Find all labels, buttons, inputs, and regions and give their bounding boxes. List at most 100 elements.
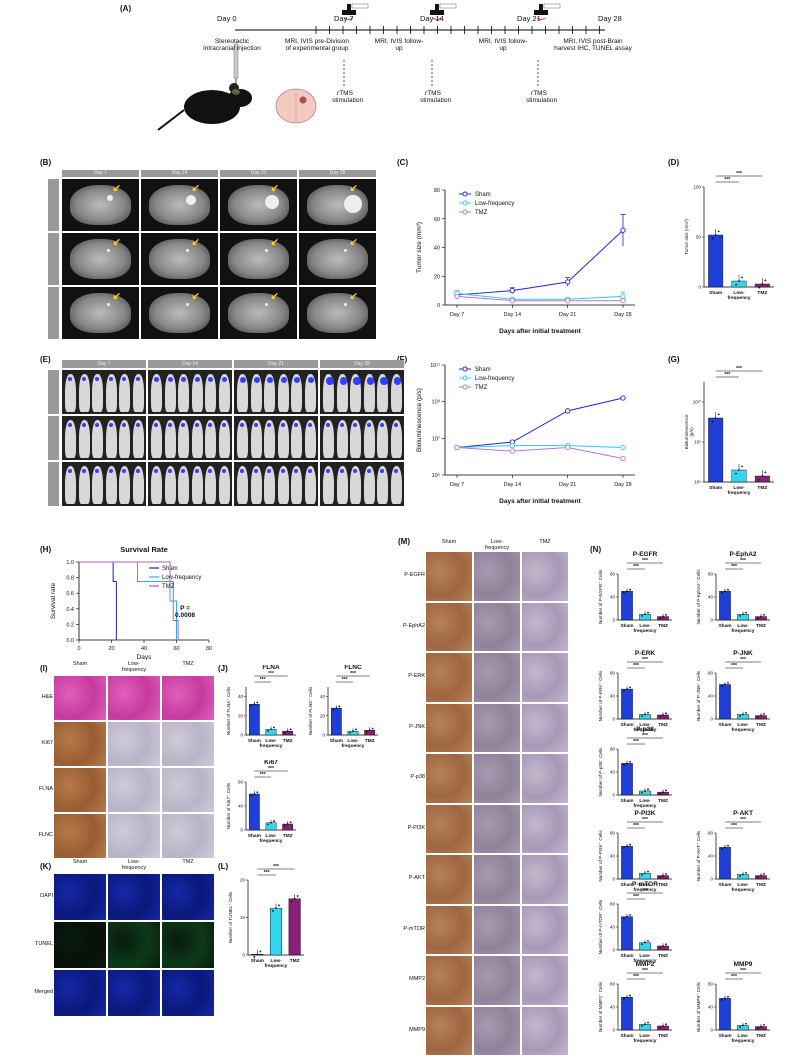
ivis-signal — [380, 469, 384, 473]
x-tick-label: Sham — [718, 882, 731, 888]
timeline-day-label: Day 21 — [517, 14, 541, 23]
text-line: 80 — [610, 831, 616, 836]
significance-stars: *** — [633, 564, 639, 570]
series-line — [456, 397, 624, 448]
micrograph-image — [54, 874, 106, 920]
x-tick-label: Low-frequency — [634, 953, 657, 964]
bar — [719, 591, 731, 621]
text-line: Sham — [718, 1033, 731, 1039]
bar — [248, 704, 260, 736]
data-point — [763, 1023, 765, 1026]
data-point — [763, 872, 765, 875]
significance-stars: *** — [642, 657, 648, 663]
legend-label: TMZ — [475, 385, 488, 391]
micrograph-image — [108, 874, 160, 920]
text-line: Sham — [620, 722, 633, 728]
significance-stars: *** — [642, 968, 648, 974]
text-line: Bioluminescence — [684, 414, 689, 449]
text-line: *** — [740, 817, 746, 823]
x-tick-label: Sham — [251, 958, 264, 964]
legend-marker — [462, 191, 468, 197]
ivis-mouse — [164, 420, 176, 458]
micrograph-image — [108, 768, 160, 812]
text-line: Low- — [639, 882, 651, 888]
x-axis-label: Days — [137, 654, 153, 660]
y-tick-label: 20 — [238, 713, 244, 718]
text-line: *** — [642, 817, 648, 823]
data-point — [739, 1026, 741, 1028]
ivis-signal — [108, 377, 113, 381]
y-tick-label: 80 — [610, 671, 616, 676]
ivis-signal — [380, 377, 388, 385]
mri-image: ↙ — [220, 233, 297, 285]
data-point — [760, 874, 762, 877]
text-line: TMZ — [658, 953, 668, 959]
text-line: 20 — [108, 646, 114, 652]
ivis-image — [62, 370, 146, 414]
y-tick-label: 0 — [242, 953, 245, 958]
timeline-note: MRI, IVIS follow-up — [478, 38, 528, 53]
ivis-signal — [208, 469, 212, 473]
ivis-signal — [253, 377, 260, 384]
data-point — [739, 615, 741, 617]
micrograph-image — [426, 905, 472, 954]
text-line: TMZ — [756, 623, 766, 629]
panel-label-k: (K) — [40, 862, 52, 871]
arrow-icon: ↙ — [112, 291, 121, 302]
y-tick-label: 20 — [434, 274, 440, 280]
data-point — [644, 872, 646, 875]
ivis-signal — [294, 423, 298, 427]
data-point — [727, 588, 729, 591]
timeline-day-label: Day 14 — [420, 14, 444, 23]
data-point — [454, 293, 460, 300]
micrograph-image — [426, 956, 472, 1005]
significance-stars: *** — [633, 663, 639, 669]
panel-label-m: (M) — [398, 537, 410, 546]
ivis-mouse — [377, 420, 388, 458]
y-tick-label: 50 — [696, 235, 702, 240]
text-line: 20 — [238, 713, 244, 718]
x-tick-label: TMZ — [756, 722, 766, 728]
data-point — [727, 844, 729, 847]
text-line: frequency — [634, 628, 657, 634]
ivis-mouse — [277, 374, 289, 412]
data-point — [659, 617, 661, 620]
legend-label: TMZ — [475, 210, 488, 216]
micrograph-image — [474, 905, 520, 954]
y-tick-label: 100 — [693, 185, 701, 190]
text-line: 40 — [610, 1005, 616, 1010]
data-point — [629, 914, 631, 916]
ivis-mouse — [323, 466, 334, 504]
y-tick-label: 0 — [710, 717, 713, 722]
data-point — [735, 472, 737, 475]
data-point — [641, 615, 643, 617]
ivis-signal — [339, 377, 348, 385]
significance-stars: *** — [642, 888, 648, 894]
x-tick-label: Low-frequency — [634, 722, 657, 733]
text-line: *** — [736, 171, 742, 177]
text-line: 10⁶ — [694, 480, 701, 485]
mri-day-header: Day 14 — [141, 170, 218, 177]
micrograph-image — [54, 814, 106, 858]
y-tick-label: 20 — [240, 878, 246, 883]
text-line: frequency — [634, 803, 657, 809]
panel-label-e: (E) — [40, 355, 51, 364]
y-tick-label: 0 — [698, 285, 701, 290]
text-line: Sham — [620, 953, 633, 959]
text-line: 0.6 — [66, 591, 74, 597]
text-line: 10¹⁰ — [693, 400, 702, 405]
ivis-image — [234, 370, 318, 414]
mri-brain — [70, 293, 131, 333]
ivis-signal — [280, 423, 285, 427]
ivis-image — [320, 416, 404, 460]
text-line: frequency — [732, 628, 755, 634]
data-point — [721, 592, 723, 594]
mri-brain — [228, 185, 289, 225]
y-axis-label: Number of Ki67⁺ Cells — [226, 782, 231, 829]
data-point — [629, 686, 631, 689]
ivis-mouse — [350, 466, 361, 504]
text-line: *** — [273, 864, 279, 870]
text-line: P-PI3K — [635, 810, 656, 817]
text-line: 40 — [141, 646, 147, 652]
